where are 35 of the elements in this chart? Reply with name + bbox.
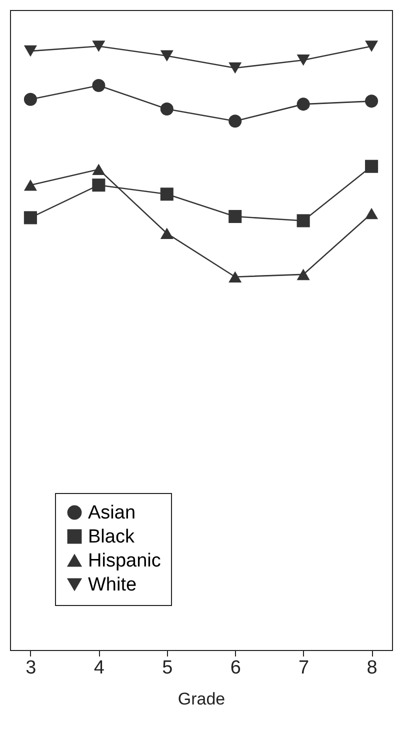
point bbox=[24, 179, 37, 191]
point bbox=[365, 40, 378, 52]
point bbox=[228, 210, 242, 224]
point bbox=[160, 228, 174, 240]
point bbox=[92, 78, 106, 92]
point bbox=[160, 102, 174, 116]
point bbox=[92, 178, 106, 192]
point bbox=[365, 94, 378, 108]
point bbox=[92, 40, 106, 52]
point bbox=[296, 214, 310, 228]
point bbox=[24, 211, 37, 224]
point bbox=[160, 50, 174, 62]
point bbox=[228, 62, 242, 74]
point bbox=[296, 268, 310, 280]
point bbox=[24, 45, 37, 57]
point bbox=[365, 208, 378, 220]
legend-label: Black bbox=[88, 526, 135, 548]
x-tick-label: 4 bbox=[94, 658, 105, 678]
legend-label: White bbox=[88, 574, 137, 596]
point bbox=[296, 54, 310, 66]
x-tick-label: 6 bbox=[230, 658, 241, 678]
point bbox=[24, 92, 37, 106]
point bbox=[296, 98, 310, 111]
x-axis-title: Grade bbox=[178, 690, 226, 708]
point bbox=[160, 188, 174, 201]
x-tick-label: 5 bbox=[162, 658, 173, 678]
legend-label: Hispanic bbox=[88, 550, 161, 572]
point bbox=[92, 164, 106, 176]
x-tick-label: 7 bbox=[298, 658, 310, 678]
point bbox=[365, 160, 378, 173]
x-tick-label: 8 bbox=[366, 658, 378, 678]
x-tick-label: 3 bbox=[26, 658, 36, 678]
point bbox=[228, 271, 242, 283]
legend-label: Asian bbox=[88, 502, 136, 524]
point bbox=[228, 114, 242, 128]
